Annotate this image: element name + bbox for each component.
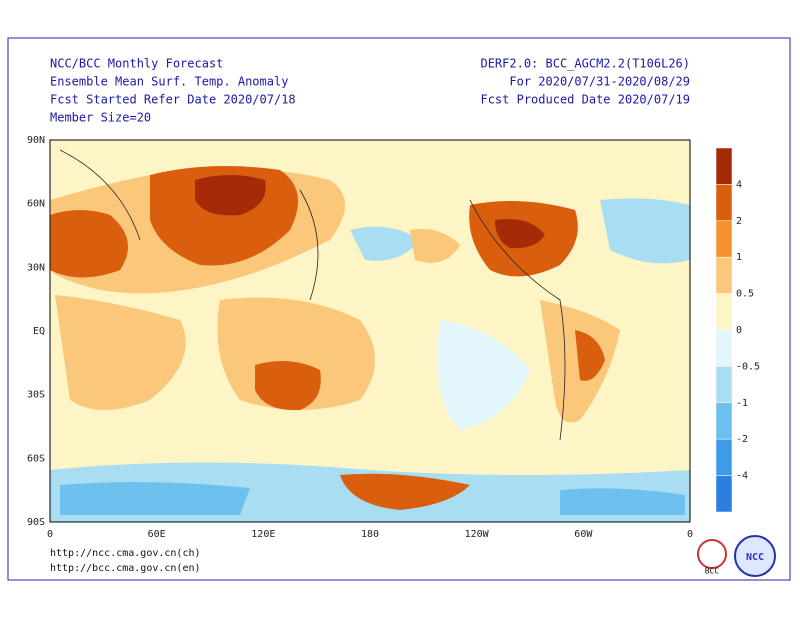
ncc-logo: [734, 535, 776, 577]
lon-label: 60W: [574, 529, 593, 540]
lat-label: EQ: [33, 326, 45, 337]
logo-text: BCC: [705, 567, 720, 576]
lat-label: 30N: [27, 262, 45, 273]
colorbar-label: -1: [736, 398, 748, 409]
header-left: NCC/BCC Monthly Forecast: [50, 57, 223, 71]
colorbar-box: [715, 329, 733, 367]
colorbar-label: 2: [736, 216, 742, 227]
colorbar-box: [715, 438, 733, 476]
colorbar-label: 0: [736, 325, 742, 336]
header-left: Member Size=20: [50, 111, 151, 125]
lat-label: 60N: [27, 199, 45, 210]
url: http://ncc.cma.gov.cn(ch): [50, 548, 201, 559]
lon-label: 60E: [148, 529, 166, 540]
header-right: Fcst Produced Date 2020/07/19: [480, 93, 690, 107]
colorbar-box: [715, 293, 733, 331]
colorbar-label: -0.5: [736, 361, 760, 372]
lon-label: 0: [687, 529, 693, 540]
header-right: For 2020/07/31-2020/08/29: [509, 75, 690, 89]
lat-label: 30S: [27, 390, 45, 401]
colorbar-label: 1: [736, 252, 742, 263]
colorbar-box: [715, 184, 733, 222]
lon-label: 0: [47, 529, 53, 540]
lon-label: 120E: [251, 529, 275, 540]
colorbar-box: [715, 256, 733, 294]
url: http://bcc.cma.gov.cn(en): [50, 563, 201, 574]
header-right: DERF2.0: BCC_AGCM2.2(T106L26): [480, 57, 690, 71]
header-left: Ensemble Mean Surf. Temp. Anomaly: [50, 75, 288, 89]
lon-label: 180: [361, 529, 379, 540]
colorbar-box: [715, 147, 733, 185]
colorbar-label: -2: [736, 434, 748, 445]
colorbar-box: [715, 475, 733, 513]
colorbar-box: [715, 402, 733, 440]
lat-label: 90S: [27, 517, 45, 528]
colorbar-label: 0.5: [736, 289, 754, 300]
header-left: Fcst Started Refer Date 2020/07/18: [50, 93, 296, 107]
map: [49, 139, 691, 523]
lon-label: 120W: [465, 529, 490, 540]
lat-label: 60S: [27, 453, 45, 464]
logo-text: NCC: [746, 552, 764, 563]
colorbar-box: [715, 220, 733, 258]
bcc-logo: [697, 539, 727, 569]
colorbar-box: [715, 366, 733, 404]
colorbar-label: -4: [736, 471, 748, 482]
lat-label: 90N: [27, 135, 45, 146]
colorbar-label: 4: [736, 179, 742, 190]
